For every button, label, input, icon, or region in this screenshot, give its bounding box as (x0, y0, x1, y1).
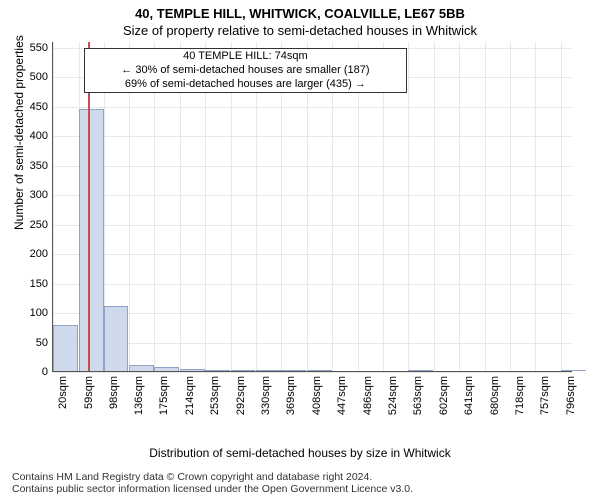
y-tick-label: 0 (18, 366, 48, 378)
x-tick-label: 757sqm (539, 376, 551, 415)
footer-attribution: Contains HM Land Registry data © Crown c… (12, 471, 413, 496)
y-tick-label: 350 (18, 160, 48, 172)
annotation-line-1: 40 TEMPLE HILL: 74sqm (89, 50, 401, 64)
gridline-h (53, 195, 572, 196)
gridline-v (535, 42, 536, 371)
plot-region: 40 TEMPLE HILL: 74sqm ← 30% of semi-deta… (52, 42, 572, 372)
x-tick-label: 330sqm (260, 376, 272, 415)
x-tick-label: 98sqm (108, 376, 120, 409)
histogram-bar (231, 370, 255, 371)
x-tick-label: 369sqm (285, 376, 297, 415)
histogram-bar (104, 306, 128, 371)
x-tick-label: 292sqm (235, 376, 247, 415)
gridline-h (53, 136, 572, 137)
y-tick-label: 250 (18, 219, 48, 231)
histogram-bar (79, 109, 104, 371)
y-tick-label: 150 (18, 278, 48, 290)
x-tick-label: 253sqm (209, 376, 221, 415)
y-tick-label: 500 (18, 71, 48, 83)
y-tick-label: 50 (18, 337, 48, 349)
x-tick-label: 563sqm (412, 376, 424, 415)
histogram-bar (561, 370, 586, 371)
chart-area: 40 TEMPLE HILL: 74sqm ← 30% of semi-deta… (52, 42, 572, 422)
x-tick-label: 59sqm (83, 376, 95, 409)
x-tick-label: 408sqm (311, 376, 323, 415)
x-tick-label: 796sqm (565, 376, 577, 415)
x-tick-label: 641sqm (463, 376, 475, 415)
annotation-line-2: ← 30% of semi-detached houses are smalle… (89, 64, 401, 78)
y-tick-label: 400 (18, 130, 48, 142)
y-tick-label: 200 (18, 248, 48, 260)
gridline-v (510, 42, 511, 371)
x-axis-label: Distribution of semi-detached houses by … (0, 446, 600, 460)
x-tick-label: 680sqm (489, 376, 501, 415)
gridline-v (485, 42, 486, 371)
gridline-v (459, 42, 460, 371)
gridline-h (53, 166, 572, 167)
y-tick-label: 100 (18, 307, 48, 319)
x-tick-label: 20sqm (57, 376, 69, 409)
histogram-bar (154, 367, 179, 371)
annotation-line-3: 69% of semi-detached houses are larger (… (89, 78, 401, 92)
x-tick-label: 175sqm (158, 376, 170, 415)
histogram-bar (53, 325, 78, 371)
x-tick-label: 718sqm (514, 376, 526, 415)
histogram-bar (129, 365, 154, 371)
footer-line-1: Contains HM Land Registry data © Crown c… (12, 471, 413, 484)
histogram-bar (205, 370, 230, 371)
y-tick-label: 300 (18, 189, 48, 201)
gridline-h (53, 254, 572, 255)
y-tick-label: 550 (18, 42, 48, 54)
gridline-v (561, 42, 562, 371)
histogram-bar (408, 370, 433, 371)
x-tick-label: 136sqm (133, 376, 145, 415)
histogram-bar (307, 370, 332, 371)
gridline-v (53, 42, 54, 371)
annotation-box: 40 TEMPLE HILL: 74sqm ← 30% of semi-deta… (84, 48, 406, 93)
x-tick-label: 602sqm (438, 376, 450, 415)
x-tick-label: 486sqm (362, 376, 374, 415)
gridline-v (434, 42, 435, 371)
footer-line-2: Contains public sector information licen… (12, 483, 413, 496)
chart-title-main: 40, TEMPLE HILL, WHITWICK, COALVILLE, LE… (0, 0, 600, 21)
y-tick-label: 450 (18, 101, 48, 113)
x-tick-label: 524sqm (387, 376, 399, 415)
gridline-h (53, 107, 572, 108)
gridline-v (408, 42, 409, 371)
gridline-h (53, 284, 572, 285)
histogram-bar (256, 370, 281, 371)
gridline-h (53, 313, 572, 314)
x-tick-label: 214sqm (184, 376, 196, 415)
chart-title-sub: Size of property relative to semi-detach… (0, 21, 600, 38)
histogram-bar (281, 370, 306, 371)
histogram-bar (180, 369, 205, 371)
x-tick-label: 447sqm (336, 376, 348, 415)
gridline-h (53, 343, 572, 344)
gridline-h (53, 225, 572, 226)
gridline-h (53, 372, 572, 373)
